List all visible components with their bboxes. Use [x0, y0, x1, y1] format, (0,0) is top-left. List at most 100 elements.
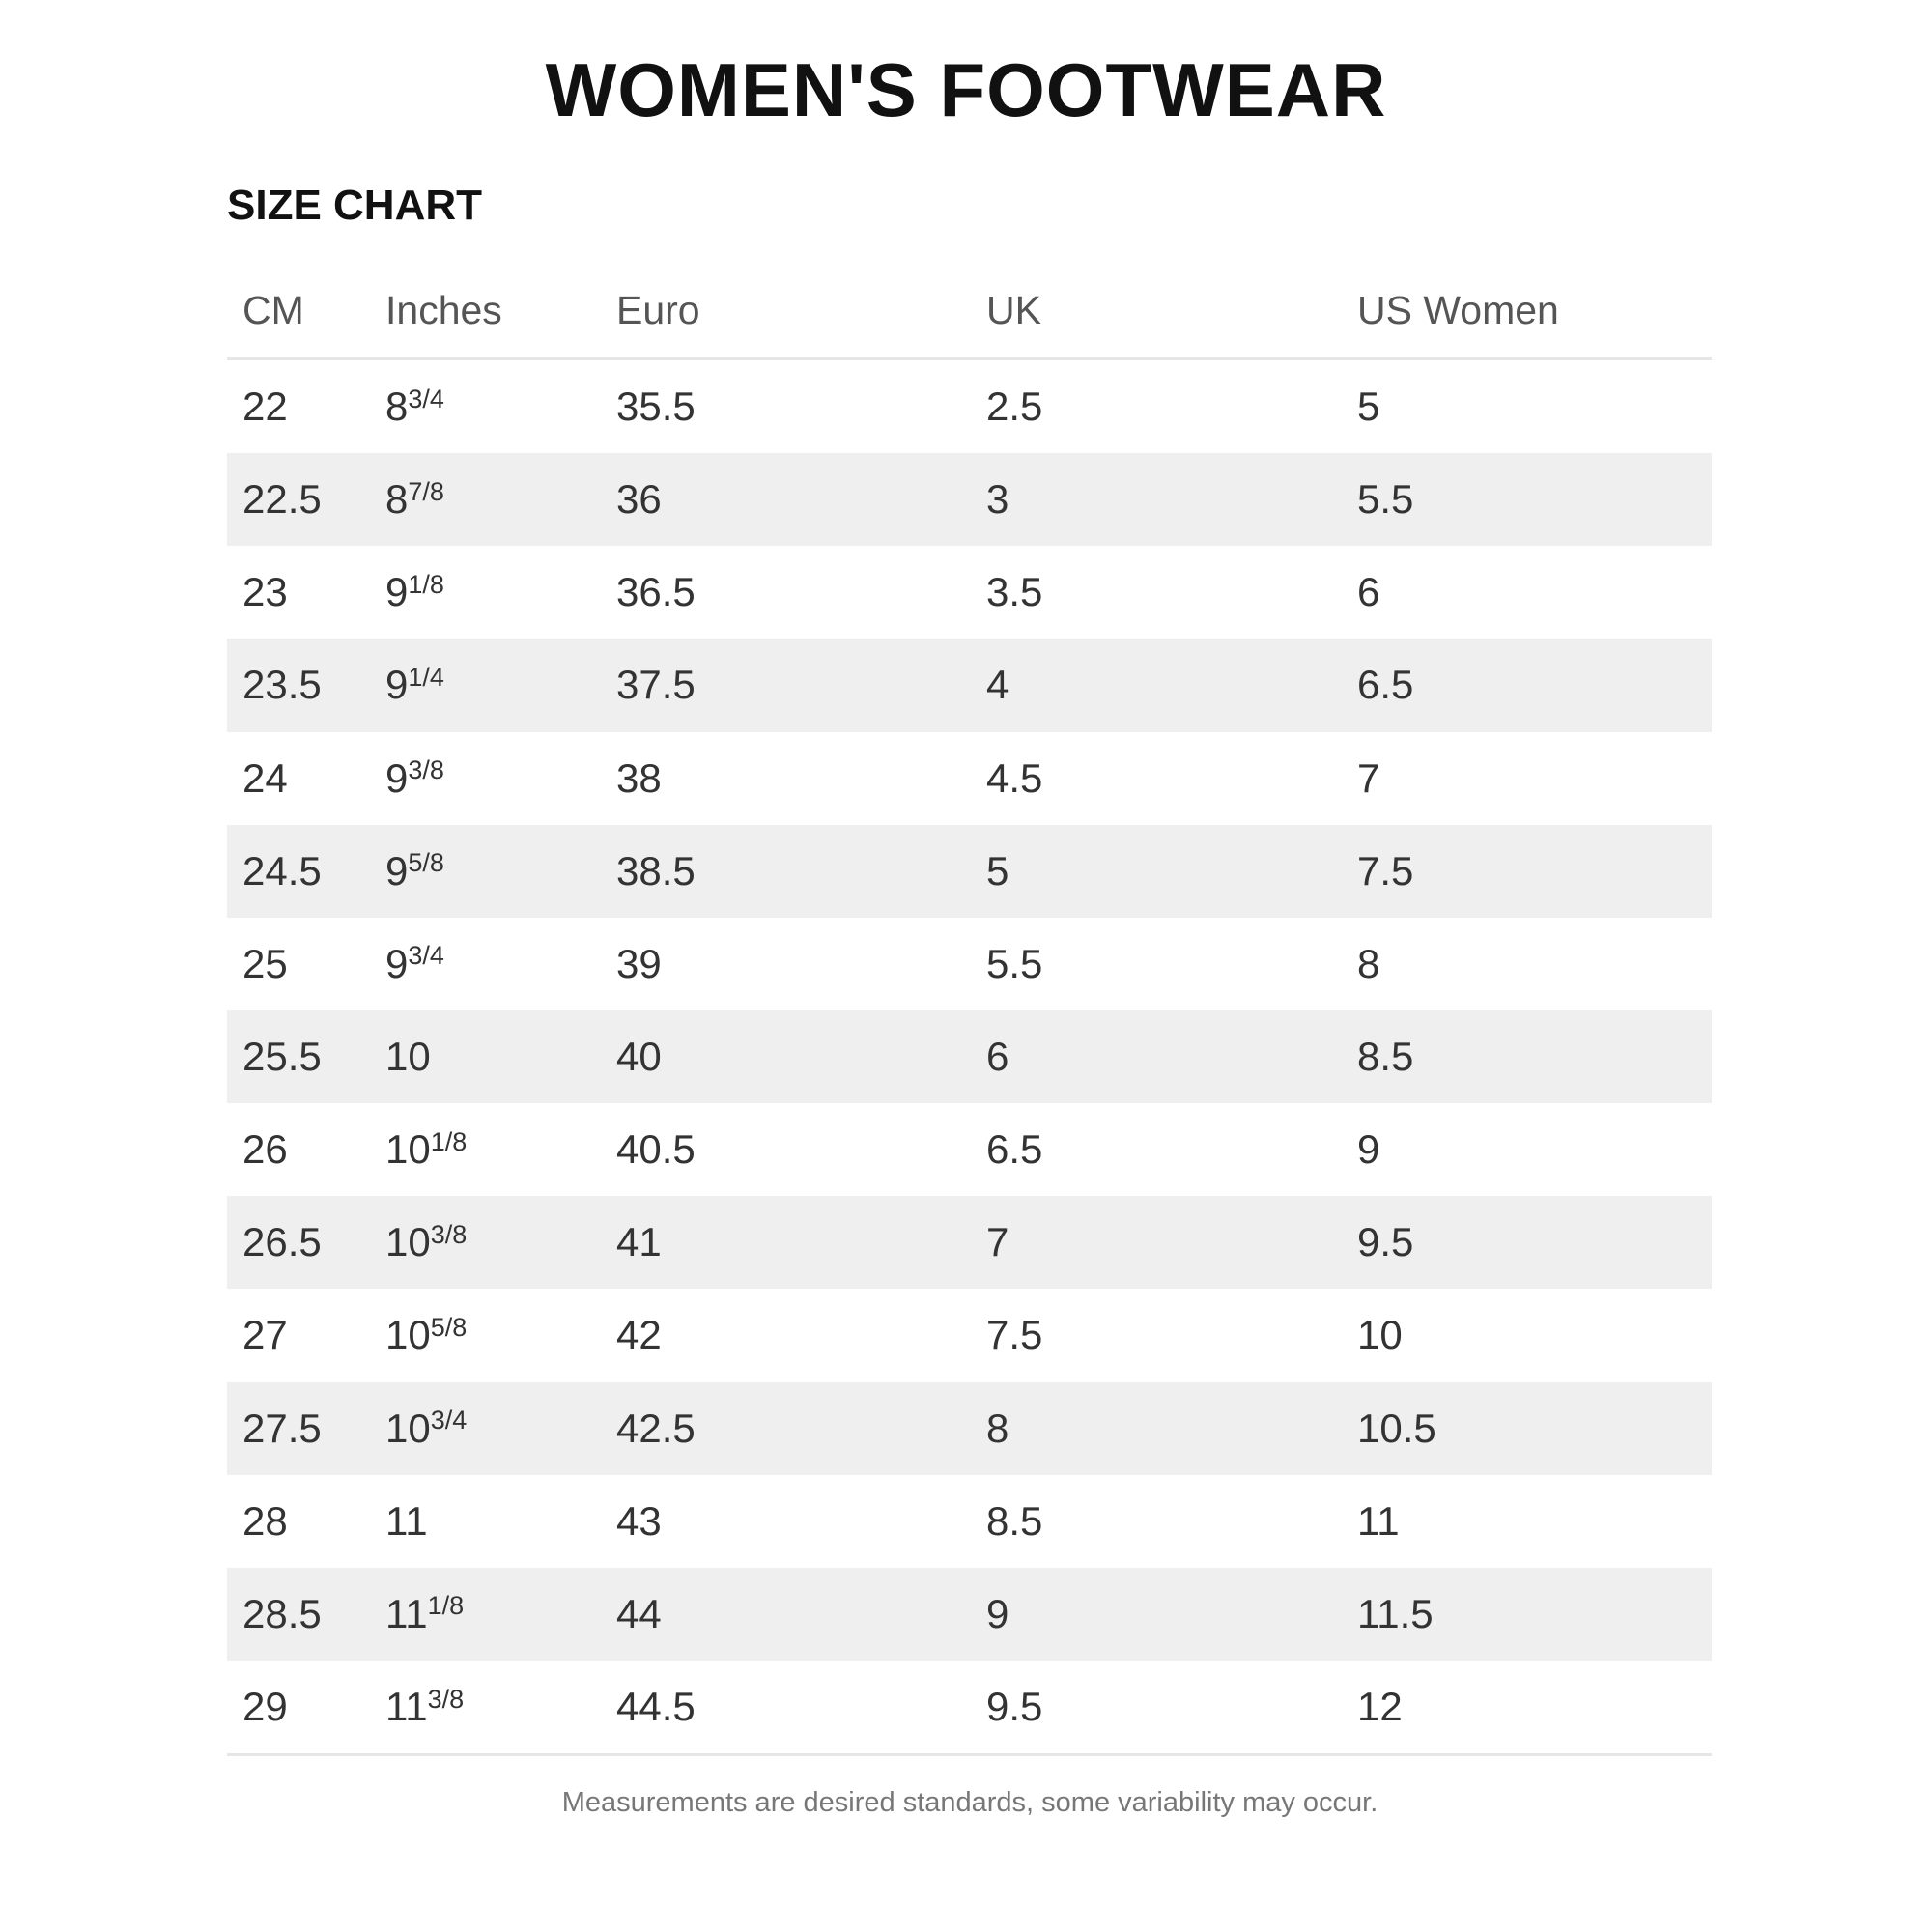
cell-cm: 27 — [242, 1312, 288, 1358]
cell-us-women: 7 — [1357, 754, 1380, 801]
column-header-cm: CM — [242, 287, 304, 332]
table-row: 29 11 3/8 44.5 9.5 12 — [227, 1661, 1712, 1757]
cell-us-women: 9 — [1357, 1126, 1380, 1173]
cell-uk: 6 — [986, 1034, 1009, 1080]
cell-uk: 7 — [986, 1219, 1009, 1265]
column-header-us-women: US Women — [1357, 287, 1559, 332]
cell-uk: 9.5 — [986, 1684, 1043, 1730]
cell-euro: 44 — [616, 1590, 662, 1636]
table-row: 27 10 5/8 42 7.5 10 — [227, 1289, 1712, 1381]
cell-cm: 26.5 — [242, 1219, 322, 1265]
inches-whole: 9 — [385, 847, 409, 894]
cell-cm: 28.5 — [242, 1590, 322, 1636]
table-row: 26.5 10 3/8 41 7 9.5 — [227, 1196, 1712, 1290]
inches-fraction: 1/4 — [408, 662, 444, 692]
cell-inches: 10 3/4 — [385, 1382, 467, 1475]
cell-inches: 11 — [385, 1475, 428, 1568]
cell-euro: 38.5 — [616, 847, 696, 894]
table-row: 22.5 8 7/8 36 3 5.5 — [227, 453, 1712, 547]
cell-uk: 2.5 — [986, 384, 1043, 430]
table-row: 25.5 10 40 6 8.5 — [227, 1009, 1712, 1104]
table-row: 27.5 10 3/4 42.5 8 10.5 — [227, 1381, 1712, 1475]
inches-fraction: 7/8 — [408, 476, 444, 506]
cell-inches: 9 3/8 — [385, 732, 444, 825]
cell-uk: 8.5 — [986, 1497, 1043, 1544]
cell-inches: 8 7/8 — [385, 453, 444, 546]
cell-inches: 9 3/4 — [385, 918, 444, 1010]
cell-cm: 23 — [242, 569, 288, 615]
table-row: 28 11 43 8.5 11 — [227, 1475, 1712, 1568]
cell-inches: 10 — [385, 1010, 431, 1103]
cell-uk: 3.5 — [986, 569, 1043, 615]
inches-fraction: 5/8 — [430, 1312, 468, 1342]
column-header-euro: Euro — [616, 287, 700, 332]
cell-us-women: 6 — [1357, 569, 1380, 615]
inches-whole: 10 — [385, 1405, 431, 1451]
inches-fraction: 1/8 — [430, 1126, 468, 1156]
cell-us-women: 9.5 — [1357, 1219, 1414, 1265]
cell-euro: 36 — [616, 476, 662, 523]
cell-euro: 36.5 — [616, 569, 696, 615]
cell-euro: 42 — [616, 1312, 662, 1358]
table-row: 25 9 3/4 39 5.5 8 — [227, 918, 1712, 1010]
table-row: 23.5 9 1/4 37.5 4 6.5 — [227, 639, 1712, 732]
inches-whole: 8 — [385, 384, 409, 430]
cell-us-women: 7.5 — [1357, 847, 1414, 894]
cell-us-women: 5 — [1357, 384, 1380, 430]
cell-us-women: 12 — [1357, 1684, 1403, 1730]
cell-euro: 39 — [616, 940, 662, 986]
cell-uk: 5 — [986, 847, 1009, 894]
cell-euro: 44.5 — [616, 1684, 696, 1730]
table-row: 28.5 11 1/8 44 9 11.5 — [227, 1567, 1712, 1661]
cell-cm: 25 — [242, 940, 288, 986]
cell-cm: 25.5 — [242, 1034, 322, 1080]
inches-fraction: 3/4 — [430, 1406, 468, 1435]
cell-us-women: 5.5 — [1357, 476, 1414, 523]
cell-inches: 9 1/4 — [385, 639, 444, 731]
cell-uk: 8 — [986, 1405, 1009, 1451]
inches-whole: 9 — [385, 569, 409, 615]
inches-whole: 10 — [385, 1126, 431, 1173]
cell-inches: 10 3/8 — [385, 1196, 467, 1289]
cell-us-women: 11 — [1357, 1497, 1400, 1544]
cell-cm: 22.5 — [242, 476, 322, 523]
cell-cm: 26 — [242, 1126, 288, 1173]
cell-cm: 29 — [242, 1684, 288, 1730]
inches-fraction: 3/4 — [408, 941, 444, 971]
cell-uk: 6.5 — [986, 1126, 1043, 1173]
inches-fraction: 3/4 — [408, 384, 444, 413]
cell-us-women: 8.5 — [1357, 1034, 1414, 1080]
cell-cm: 23.5 — [242, 662, 322, 708]
cell-cm: 28 — [242, 1497, 288, 1544]
table-row: 23 9 1/8 36.5 3.5 6 — [227, 546, 1712, 639]
inches-whole: 11 — [385, 1590, 428, 1636]
inches-whole: 9 — [385, 754, 409, 801]
inches-fraction: 3/8 — [408, 755, 444, 785]
cell-euro: 37.5 — [616, 662, 696, 708]
cell-inches: 9 1/8 — [385, 546, 444, 639]
cell-inches: 9 5/8 — [385, 825, 444, 918]
inches-whole: 10 — [385, 1219, 431, 1265]
cell-us-women: 8 — [1357, 940, 1380, 986]
cell-inches: 10 1/8 — [385, 1103, 467, 1196]
cell-euro: 35.5 — [616, 384, 696, 430]
cell-inches: 11 1/8 — [385, 1568, 464, 1661]
cell-us-women: 10 — [1357, 1312, 1403, 1358]
cell-euro: 40.5 — [616, 1126, 696, 1173]
inches-fraction: 5/8 — [408, 848, 444, 878]
table-row: 24.5 9 5/8 38.5 5 7.5 — [227, 824, 1712, 918]
inches-whole: 8 — [385, 476, 409, 523]
cell-euro: 43 — [616, 1497, 662, 1544]
inches-fraction: 1/8 — [427, 1591, 465, 1621]
inches-whole: 11 — [385, 1497, 428, 1544]
cell-uk: 5.5 — [986, 940, 1043, 986]
table-row: 22 8 3/4 35.5 2.5 5 — [227, 360, 1712, 453]
cell-cm: 24.5 — [242, 847, 322, 894]
inches-whole: 10 — [385, 1034, 431, 1080]
cell-euro: 38 — [616, 754, 662, 801]
inches-fraction: 3/8 — [427, 1684, 465, 1714]
cell-euro: 42.5 — [616, 1405, 696, 1451]
cell-uk: 4 — [986, 662, 1009, 708]
cell-uk: 7.5 — [986, 1312, 1043, 1358]
inches-fraction: 1/8 — [408, 569, 444, 599]
